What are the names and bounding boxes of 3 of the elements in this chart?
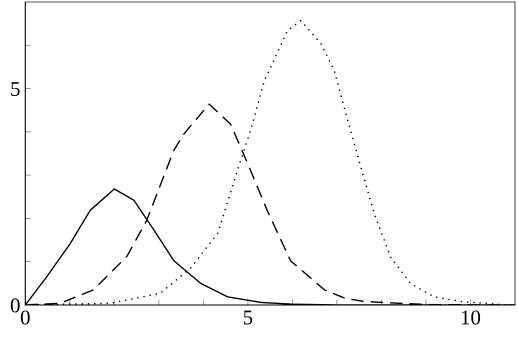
x-tick-label: 10 — [462, 310, 480, 325]
x-tick-label: 5 — [244, 310, 252, 325]
x-tick-label: 0 — [20, 310, 30, 325]
